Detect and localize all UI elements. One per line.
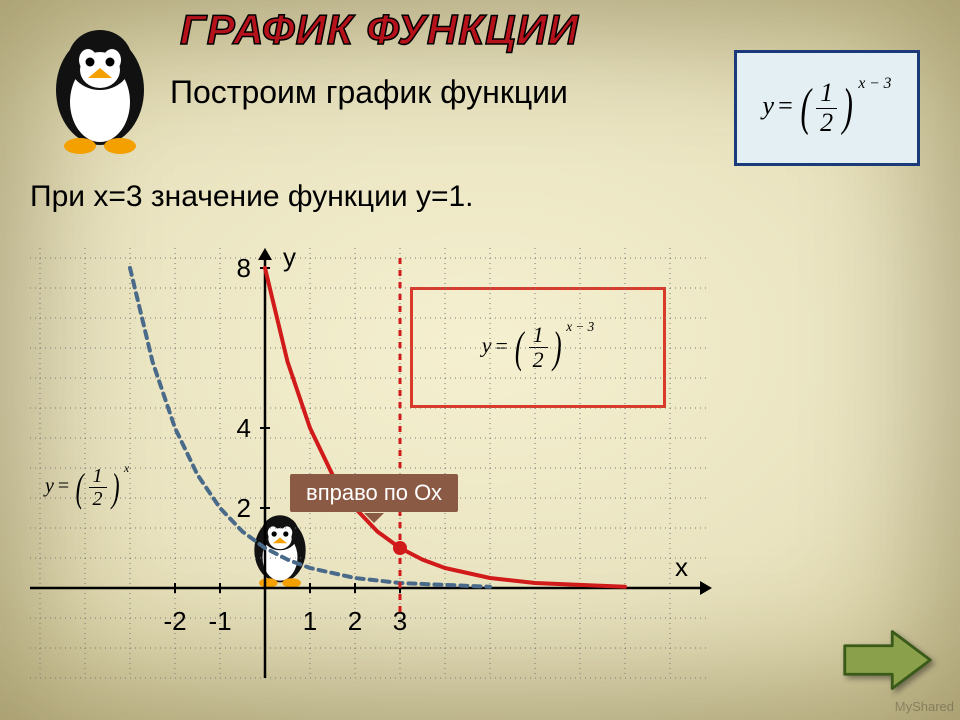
svg-text:у: у [283,242,296,272]
svg-text:-2: -2 [163,606,186,636]
slide-title: ГРАФИК ФУНКЦИИ ГРАФИК ФУНКЦИИ [180,6,579,54]
svg-text:8: 8 [237,253,251,283]
svg-text:2: 2 [348,606,362,636]
svg-text:1: 1 [303,606,317,636]
svg-text:2: 2 [237,493,251,523]
formula-box-main: y=(12)x − 3 [734,50,920,166]
svg-text:-1: -1 [208,606,231,636]
svg-text:х: х [675,552,688,582]
function-graph: ух-2-1123248 [30,248,710,678]
svg-text:4: 4 [237,413,251,443]
slide-subtitle: Построим график функции [170,74,568,111]
shift-label: вправо по Ох [290,474,458,512]
watermark: MyShared [895,699,954,714]
penguin-icon [40,22,160,157]
body-text: При х=3 значение функции у=1. [30,180,474,214]
next-arrow-button[interactable] [840,625,935,695]
